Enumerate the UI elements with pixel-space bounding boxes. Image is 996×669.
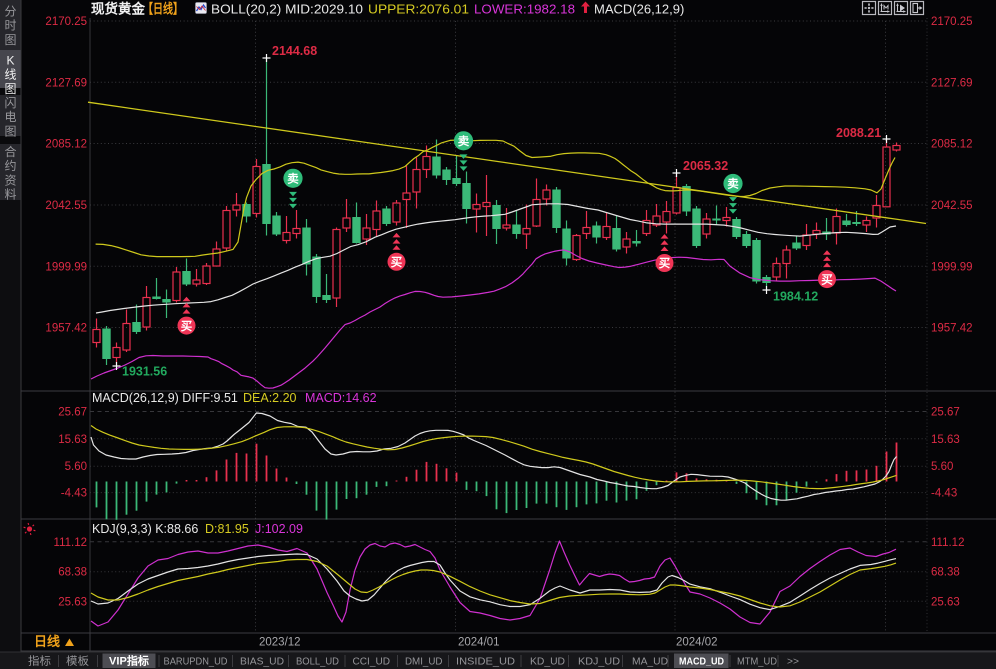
svg-text:约: 约: [4, 158, 16, 173]
svg-text:1957.42: 1957.42: [931, 323, 973, 335]
svg-text:5.60: 5.60: [931, 461, 953, 473]
svg-text:2024/02: 2024/02: [676, 637, 718, 649]
svg-text:料: 料: [4, 188, 16, 202]
svg-text:模板: 模板: [66, 654, 89, 668]
svg-text:15.63: 15.63: [931, 434, 960, 446]
svg-text:资: 资: [4, 173, 16, 187]
svg-text:电: 电: [4, 110, 16, 124]
svg-text:2170.25: 2170.25: [45, 16, 87, 28]
svg-text:时: 时: [4, 19, 16, 33]
svg-text:BIAS_UD: BIAS_UD: [240, 656, 284, 668]
svg-text:1957.42: 1957.42: [45, 323, 87, 335]
svg-text:MACD_UD: MACD_UD: [679, 656, 724, 668]
svg-text:买: 买: [181, 320, 193, 333]
svg-text:BOLL_UD: BOLL_UD: [296, 656, 339, 668]
svg-text:J:102.09: J:102.09: [255, 522, 303, 536]
svg-text:D:81.95: D:81.95: [205, 522, 249, 536]
svg-text:111.12: 111.12: [54, 537, 87, 549]
svg-text:2085.12: 2085.12: [45, 139, 87, 151]
svg-text:68.38: 68.38: [931, 567, 960, 579]
svg-text:25.67: 25.67: [58, 407, 87, 419]
svg-text:K: K: [6, 54, 14, 68]
svg-text:111.12: 111.12: [931, 537, 964, 549]
svg-text:BARUPDN_UD: BARUPDN_UD: [164, 656, 228, 668]
svg-text:2085.12: 2085.12: [931, 139, 973, 151]
svg-text:1984.12: 1984.12: [773, 290, 818, 304]
svg-text:KD_UD: KD_UD: [530, 656, 565, 668]
svg-text:>>: >>: [787, 656, 799, 668]
svg-text:指标: 指标: [28, 654, 51, 668]
svg-text:-4.43: -4.43: [61, 488, 87, 500]
svg-text:买: 买: [391, 256, 403, 269]
svg-text:图: 图: [4, 82, 16, 96]
svg-text:MACD(26,12,9): MACD(26,12,9): [594, 2, 684, 17]
svg-text:MACD:14.62: MACD:14.62: [305, 391, 377, 405]
svg-text:2042.55: 2042.55: [931, 200, 973, 212]
svg-text:1999.99: 1999.99: [931, 261, 973, 273]
svg-text:15.63: 15.63: [58, 434, 87, 446]
svg-text:MA_UD: MA_UD: [632, 656, 668, 668]
svg-text:5.60: 5.60: [65, 461, 87, 473]
svg-text:DEA:2.20: DEA:2.20: [243, 391, 297, 405]
svg-text:2088.21: 2088.21: [836, 126, 881, 140]
svg-text:2065.32: 2065.32: [683, 159, 728, 173]
svg-text:卖: 卖: [727, 177, 739, 191]
svg-text:BOLL(20,2) MID:2029.10: BOLL(20,2) MID:2029.10: [211, 2, 363, 17]
svg-text:UPPER:2076.01: UPPER:2076.01: [368, 2, 469, 17]
svg-text:现货黄金: 现货黄金: [91, 1, 145, 17]
svg-text:MACD(26,12,9) DIFF:9.51: MACD(26,12,9) DIFF:9.51: [92, 391, 238, 405]
svg-text:25.63: 25.63: [931, 596, 960, 608]
svg-text:1931.56: 1931.56: [122, 365, 167, 379]
svg-text:LOWER:1982.18: LOWER:1982.18: [474, 2, 575, 17]
svg-text:图: 图: [4, 33, 16, 47]
svg-text:2144.68: 2144.68: [272, 44, 317, 58]
svg-text:2170.25: 2170.25: [931, 16, 973, 28]
svg-text:线: 线: [4, 68, 16, 82]
svg-text:买: 买: [821, 273, 833, 286]
svg-text:CCI_UD: CCI_UD: [353, 656, 391, 668]
svg-text:2127.69: 2127.69: [931, 77, 973, 89]
svg-text:KDJ(9,3,3) K:88.66: KDJ(9,3,3) K:88.66: [92, 522, 198, 536]
svg-text:DMI_UD: DMI_UD: [405, 656, 443, 668]
svg-text:分: 分: [4, 5, 16, 19]
svg-text:KDJ_UD: KDJ_UD: [578, 656, 620, 668]
svg-text:合: 合: [4, 144, 16, 159]
svg-text:日线: 日线: [34, 634, 60, 649]
svg-text:2023/12: 2023/12: [259, 637, 301, 649]
svg-text:1999.99: 1999.99: [45, 261, 87, 273]
svg-text:2127.69: 2127.69: [45, 77, 87, 89]
svg-text:【日线】: 【日线】: [143, 1, 183, 17]
svg-text:VIP指标: VIP指标: [109, 654, 149, 668]
svg-text:25.63: 25.63: [58, 596, 87, 608]
svg-text:INSIDE_UD: INSIDE_UD: [456, 656, 515, 668]
svg-text:2042.55: 2042.55: [45, 200, 87, 212]
svg-text:卖: 卖: [287, 172, 299, 186]
svg-text:2024/01: 2024/01: [458, 637, 500, 649]
svg-text:25.67: 25.67: [931, 407, 960, 419]
svg-text:卖: 卖: [458, 134, 470, 148]
svg-text:买: 买: [659, 257, 671, 270]
svg-text:闪: 闪: [4, 96, 16, 110]
svg-text:68.38: 68.38: [58, 567, 87, 579]
svg-text:-4.43: -4.43: [931, 488, 957, 500]
svg-text:MTM_UD: MTM_UD: [737, 656, 777, 668]
svg-text:图: 图: [4, 124, 16, 138]
